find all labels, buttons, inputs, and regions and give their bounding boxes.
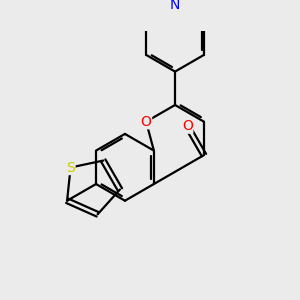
Text: N: N [170, 0, 180, 12]
Text: O: O [182, 119, 193, 133]
Text: S: S [66, 160, 75, 175]
Text: O: O [141, 115, 152, 129]
